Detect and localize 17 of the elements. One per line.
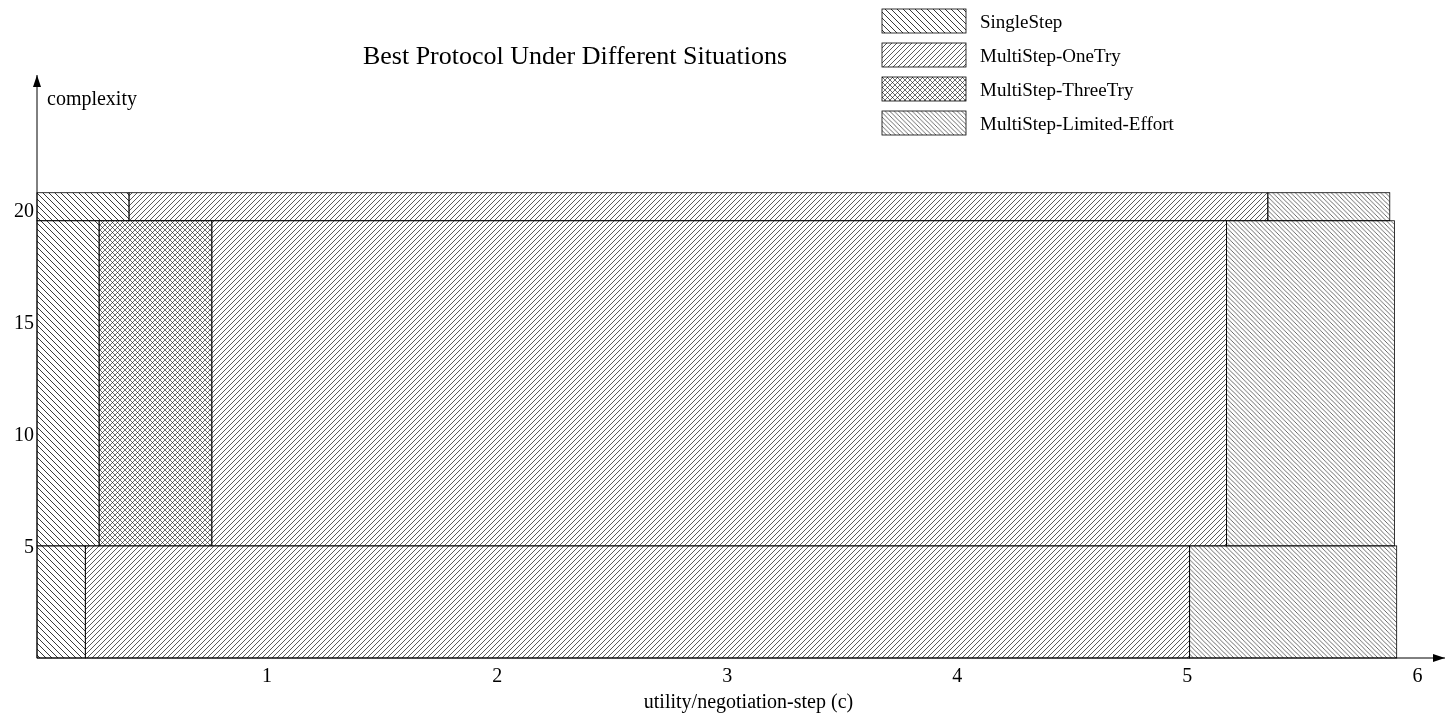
legend-label: MultiStep-ThreeTry: [980, 78, 1134, 100]
x-tick-label: 6: [1412, 664, 1423, 686]
x-tick-label: 5: [1182, 664, 1193, 686]
legend-label: MultiStep-Limited-Effort: [980, 112, 1175, 134]
legend-label: SingleStep: [980, 10, 1063, 32]
x-tick-label: 4: [952, 664, 963, 686]
y-axis-title: complexity: [47, 87, 137, 110]
y-tick-label: 15: [14, 310, 34, 333]
x-axis-title: utility/negotiation-step (c): [643, 690, 854, 713]
y-tick-label: 5: [24, 534, 34, 557]
legend-label: MultiStep-OneTry: [980, 44, 1122, 66]
y-tick-label: 10: [14, 422, 34, 445]
x-tick-label: 1: [262, 664, 273, 686]
chart-title: Best Protocol Under Different Situations: [362, 41, 788, 70]
x-tick-label: 3: [722, 664, 733, 686]
y-tick-label: 20: [14, 198, 34, 221]
x-tick-label: 2: [492, 664, 503, 686]
